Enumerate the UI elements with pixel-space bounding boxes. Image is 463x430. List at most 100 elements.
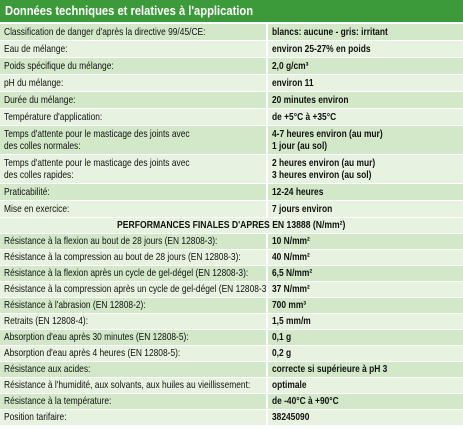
text-line: 2 heures environ (au mur) [272, 156, 376, 169]
row-label: Température d'application: [0, 109, 268, 125]
text-line: 7 jours environ [272, 202, 333, 215]
table-row: Praticabilité: 12-24 heures [0, 184, 463, 201]
text-line: de -40°C à +90°C [272, 395, 339, 408]
header-title: Données techniques et relatives à l'appl… [5, 3, 254, 18]
row-label: Mise en exercice: [0, 201, 268, 217]
row-label: Temps d'attente pour le masticage des jo… [0, 126, 268, 154]
row-label: Résistance à la compression au bout de 2… [0, 250, 268, 265]
row-value: 20 minutes environ [268, 92, 463, 108]
text-line: correcte si supérieure à pH 3 [272, 363, 388, 376]
text-line: Température d'application: [4, 110, 103, 123]
text-line: Classification de danger d'après la dire… [4, 25, 206, 38]
table-row: Position tarifaire: 38245090 [0, 410, 463, 426]
table-row: Absorption d'eau après 30 minutes (EN 12… [0, 330, 463, 346]
text-line: Résistance à l'abrasion (EN 12808-2): [4, 299, 146, 312]
row-value: 7 jours environ [268, 201, 463, 217]
row-value: 38245090 [268, 410, 463, 425]
text-line: 3 heures environ (au sol) [272, 169, 372, 181]
table-row: Temps d'attente pour le masticage des jo… [0, 155, 463, 184]
text-line: 12-24 heures [272, 185, 324, 198]
table-row: Résistance à l'humidité, aux solvants, a… [0, 378, 463, 394]
row-value: environ 25-27% en poids [268, 41, 463, 57]
text-line: Temps d'attente pour le masticage des jo… [4, 127, 190, 140]
text-line: 20 minutes environ [272, 93, 349, 106]
row-value: 10 N/mm² [268, 234, 463, 249]
text-line: environ 25-27% en poids [272, 42, 371, 55]
performance-table: Résistance à la flexion au bout de 28 jo… [0, 234, 463, 426]
row-value: 2 heures environ (au mur) 3 heures enviro… [268, 155, 463, 183]
text-line: blancs: aucune - gris: irritant [272, 25, 388, 38]
text-line: Absorption d'eau après 30 minutes (EN 12… [4, 331, 189, 344]
text-line: 4-7 heures environ (au mur) [272, 127, 383, 140]
row-label: pH du mélange: [0, 75, 268, 91]
text-line: 1,5 mm/m [272, 315, 311, 328]
table-row: Température d'application: de +5°C à +35°… [0, 109, 463, 126]
row-label: Classification de danger d'après la dire… [0, 24, 268, 40]
text-line: Résistance à la flexion au bout de 28 jo… [4, 235, 218, 248]
row-value: environ 11 [268, 75, 463, 91]
text-line: pH du mélange: [4, 76, 64, 89]
row-label: Résistance à l'humidité, aux solvants, a… [0, 378, 268, 393]
text-line: 1 jour (au sol) [272, 140, 328, 152]
row-value: 0,2 g [268, 346, 463, 361]
text-line: 0,2 g [272, 347, 292, 360]
text-line: 700 mm³ [272, 299, 307, 312]
text-line: Position tarifaire: [4, 411, 67, 424]
text-line: Résistance à l'humidité, aux solvants, a… [4, 379, 251, 392]
table-row: Temps d'attente pour le masticage des jo… [0, 126, 463, 155]
text-line: 37 N/mm² [272, 283, 310, 296]
table-row: Retraits (EN 12808-4): 1,5 mm/m [0, 314, 463, 330]
header: Données techniques et relatives à l'appl… [0, 0, 463, 22]
table-row: Résistance à la compression après un cyc… [0, 282, 463, 298]
row-label: Résistance aux acides: [0, 362, 268, 377]
text-line: 2,0 g/cm³ [272, 59, 309, 72]
text-line: Poids spécifique du mélange: [4, 59, 114, 72]
row-label: Position tarifaire: [0, 410, 268, 425]
text-line: Résistance à la compression après un cyc… [4, 283, 268, 296]
text-line: Résistance à la compression au bout de 2… [4, 251, 241, 264]
text-line: Mise en exercice: [4, 202, 70, 215]
row-label: Praticabilité: [0, 184, 268, 200]
row-label: Résistance à la flexion au bout de 28 jo… [0, 234, 268, 249]
row-value: 4-7 heures environ (au mur) 1 jour (au so… [268, 126, 463, 154]
table-row: Eau de mélange: environ 25-27% en poids [0, 41, 463, 58]
row-value: correcte si supérieure à pH 3 [268, 362, 463, 377]
text-line: Eau de mélange: [4, 42, 68, 55]
row-value: 1,5 mm/m [268, 314, 463, 329]
row-label: Eau de mélange: [0, 41, 268, 57]
text-line: Retraits (EN 12808-4): [4, 315, 89, 328]
table-row: Durée du mélange: 20 minutes environ [0, 92, 463, 109]
row-value: de -40°C à +90°C [268, 394, 463, 409]
text-line: Temps d'attente pour le masticage des jo… [4, 156, 190, 169]
row-value: 6,5 N/mm² [268, 266, 463, 281]
row-label: Temps d'attente pour le masticage des jo… [0, 155, 268, 183]
row-label: Absorption d'eau après 4 heures (EN 1280… [0, 346, 268, 361]
text-line: Praticabilité: [4, 185, 50, 198]
text-line: des colles rapides: [4, 169, 74, 181]
text-line: 40 N/mm² [272, 251, 310, 264]
section-heading: PERFORMANCES FINALES D'APRES EN 13888 (N… [0, 218, 463, 234]
row-label: Résistance à la flexion après un cycle d… [0, 266, 268, 281]
row-value: optimale [268, 378, 463, 393]
row-label: Durée du mélange: [0, 92, 268, 108]
row-label: Résistance à l'abrasion (EN 12808-2): [0, 298, 268, 313]
row-value: 700 mm³ [268, 298, 463, 313]
table-row: Résistance aux acides: correcte si supéri… [0, 362, 463, 378]
row-value: 40 N/mm² [268, 250, 463, 265]
text-line: environ 11 [272, 76, 314, 89]
general-table: Classification de danger d'après la dire… [0, 24, 463, 218]
text-line: Résistance à la température: [4, 395, 112, 408]
table-row: Résistance à la compression au bout de 2… [0, 250, 463, 266]
row-value: blancs: aucune - gris: irritant [268, 24, 463, 40]
table-row: pH du mélange: environ 11 [0, 75, 463, 92]
row-value: 12-24 heures [268, 184, 463, 200]
row-label: Retraits (EN 12808-4): [0, 314, 268, 329]
text-line: 0,1 g [272, 331, 292, 344]
text-line: des colles normales: [4, 140, 81, 152]
row-label: Résistance à la compression après un cyc… [0, 282, 268, 297]
table-row: Classification de danger d'après la dire… [0, 24, 463, 41]
text-line: Résistance à la flexion après un cycle d… [4, 267, 249, 280]
row-label: Absorption d'eau après 30 minutes (EN 12… [0, 330, 268, 345]
row-value: 2,0 g/cm³ [268, 58, 463, 74]
text-line: de +5°C à +35°C [272, 110, 337, 123]
